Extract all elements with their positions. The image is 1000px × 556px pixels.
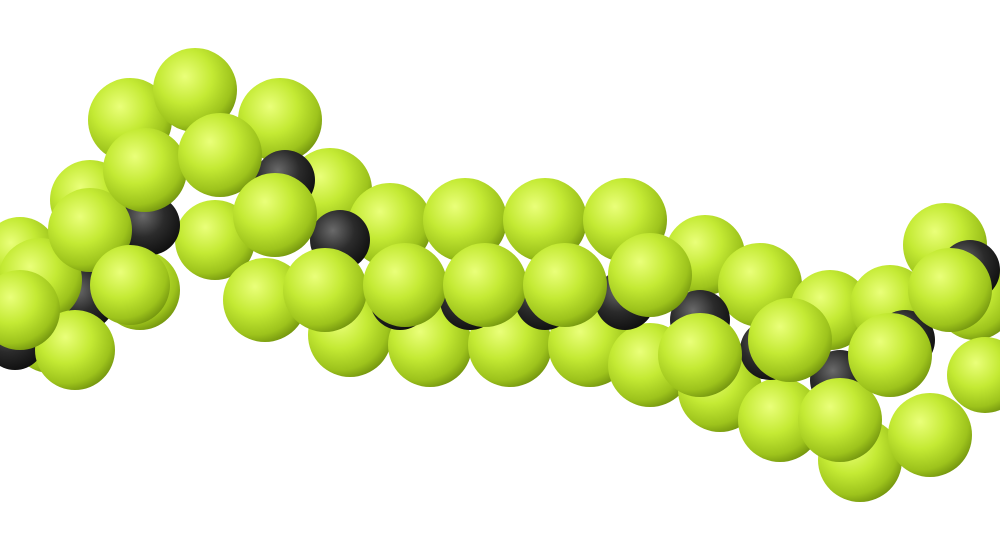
fluorine-atom bbox=[283, 248, 367, 332]
fluorine-atom bbox=[888, 393, 972, 477]
front-atom-layer bbox=[0, 113, 992, 462]
fluorine-atom bbox=[233, 173, 317, 257]
fluorine-atom bbox=[363, 243, 447, 327]
fluorine-atom bbox=[658, 313, 742, 397]
fluorine-atom bbox=[35, 310, 115, 390]
fluorine-atom bbox=[798, 378, 882, 462]
fluorine-atom bbox=[947, 337, 1000, 413]
fluorine-atom bbox=[608, 233, 692, 317]
fluorine-atom bbox=[103, 128, 187, 212]
fluorine-atom bbox=[443, 243, 527, 327]
fluorine-atom bbox=[523, 243, 607, 327]
fluorine-atom bbox=[90, 245, 170, 325]
fluorine-atom bbox=[0, 270, 60, 350]
fluorine-atom bbox=[738, 378, 822, 462]
fluorine-atom bbox=[908, 248, 992, 332]
fluorine-atom bbox=[503, 178, 587, 262]
fluorine-atom bbox=[748, 298, 832, 382]
fluorine-atom bbox=[423, 178, 507, 262]
fluorine-atom bbox=[153, 48, 237, 132]
fluorine-atom bbox=[178, 113, 262, 197]
fluorine-atom bbox=[848, 313, 932, 397]
